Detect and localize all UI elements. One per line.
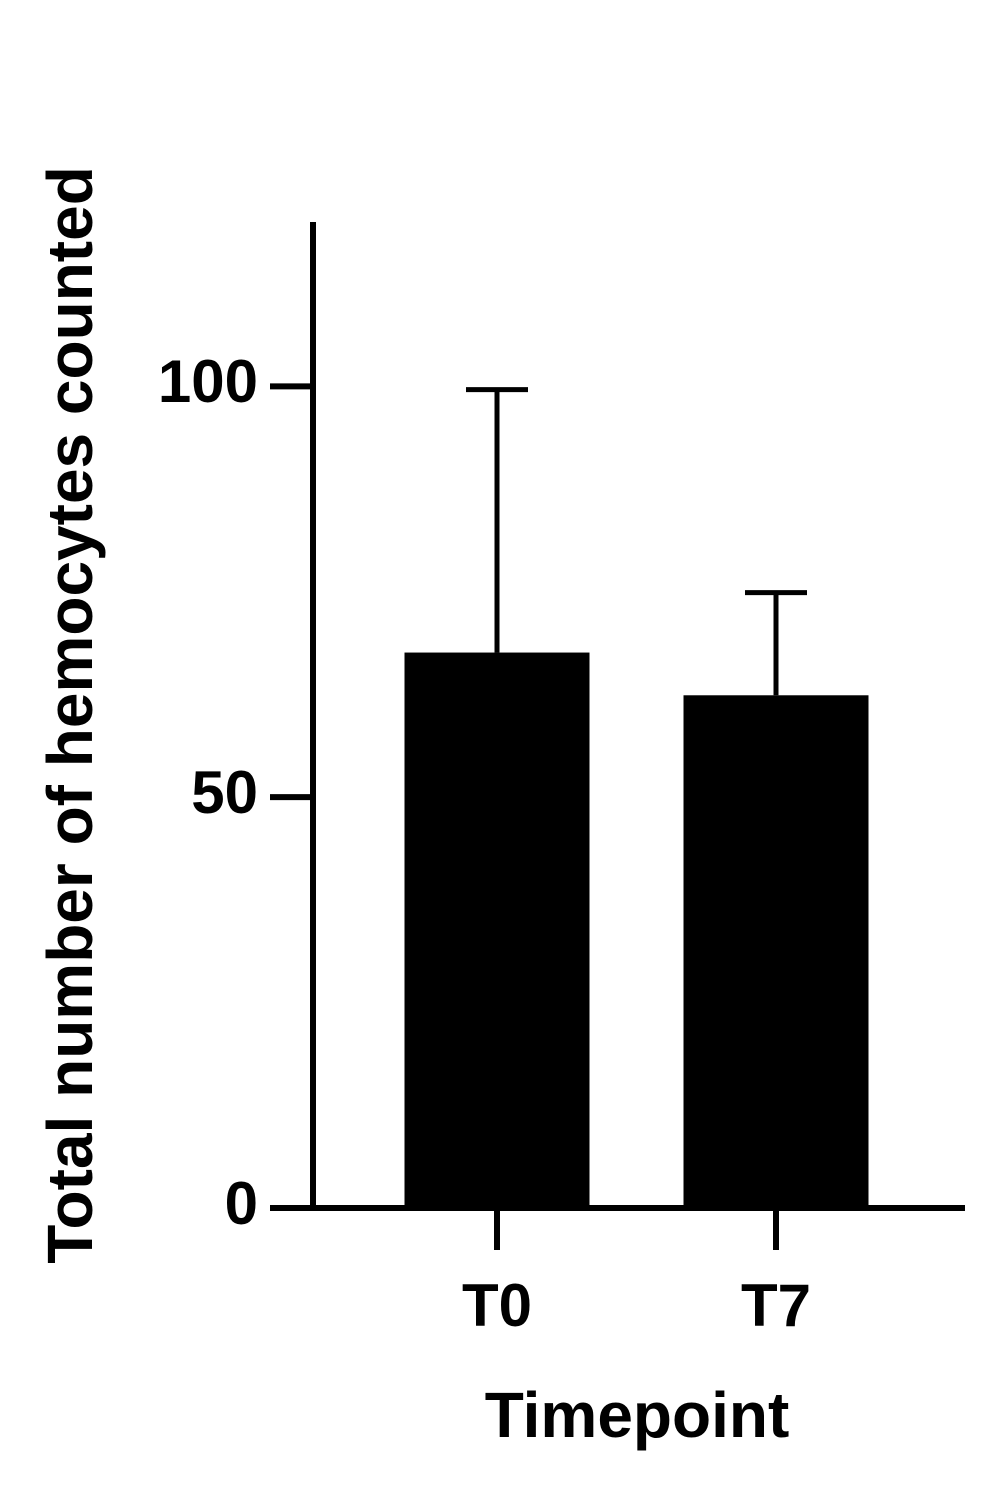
y-tick-label: 100 (158, 348, 258, 415)
x-axis-title: Timepoint (485, 1379, 790, 1451)
y-tick-label: 0 (225, 1170, 258, 1237)
x-tick-label: T7 (741, 1272, 811, 1339)
y-axis-title: Total number of hemocytes counted (34, 166, 106, 1264)
bar (683, 695, 869, 1208)
error-bar (745, 590, 807, 696)
x-tick-label: T0 (462, 1272, 532, 1339)
y-tick-label: 50 (191, 759, 258, 826)
error-bar (466, 387, 528, 653)
bar (404, 652, 590, 1208)
